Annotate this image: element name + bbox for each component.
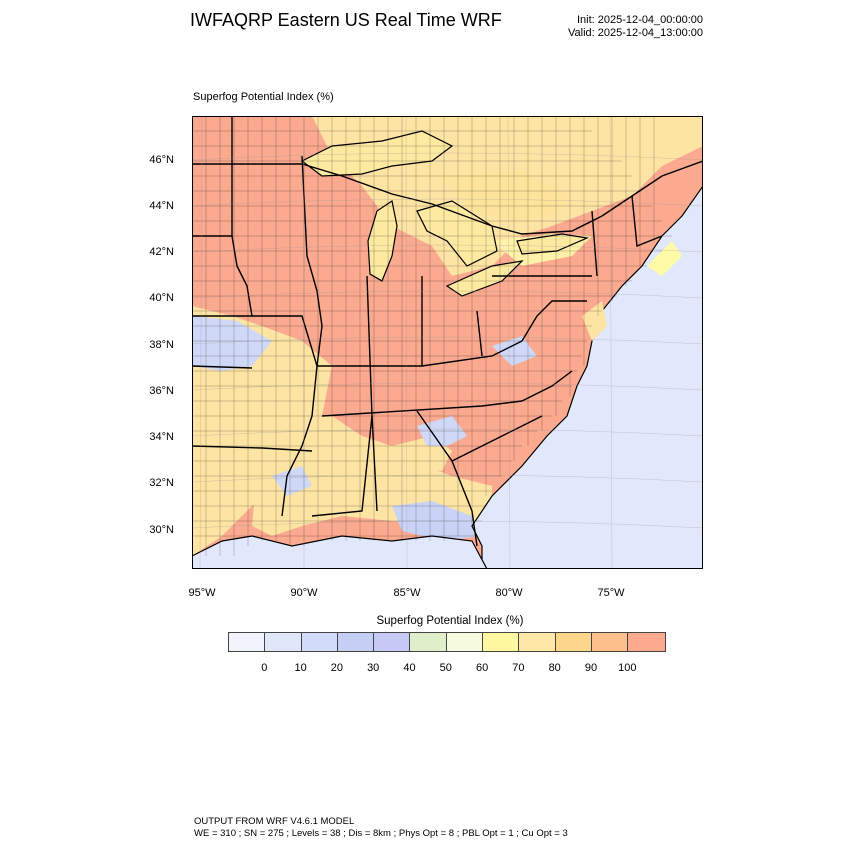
colorbar-tick-label: 70 bbox=[512, 662, 525, 674]
colorbar-tick-label: 50 bbox=[439, 662, 452, 674]
time-info: Init: 2025-12-04_00:00:00 Valid: 2025-12… bbox=[545, 14, 703, 40]
footer-line-1: OUTPUT FROM WRF V4.6.1 MODEL bbox=[194, 816, 355, 827]
colorbar-swatch bbox=[374, 633, 411, 651]
colorbar-tick-label: 20 bbox=[330, 662, 344, 674]
map-frame bbox=[192, 116, 703, 569]
colorbar-tick-label: 90 bbox=[584, 662, 598, 674]
graticule bbox=[192, 116, 703, 569]
lake-huron bbox=[416, 200, 498, 267]
colorbar-tick-label: 40 bbox=[403, 662, 416, 674]
footer-line-2: WE = 310 ; SN = 275 ; Levels = 38 ; Dis … bbox=[194, 828, 568, 839]
colorbar-title: Superfog Potential Index (%) bbox=[376, 615, 524, 627]
colorbar-tick-label: 80 bbox=[548, 662, 561, 674]
lat-label: 42°N bbox=[149, 246, 174, 258]
colorbar-tick-label: 10 bbox=[294, 662, 307, 674]
colorbar-swatch bbox=[555, 633, 592, 651]
colorbar-tick-label: 30 bbox=[367, 662, 380, 674]
colorbar-tick-label: 100 bbox=[618, 662, 637, 674]
gulf-of-mexico bbox=[192, 535, 488, 569]
lake-ontario bbox=[516, 233, 590, 255]
lon-label: 95°W bbox=[188, 587, 216, 599]
colorbar-swatch bbox=[483, 633, 520, 651]
louisiana-low-region bbox=[272, 466, 312, 496]
lat-label: 38°N bbox=[149, 339, 174, 351]
lat-label: 34°N bbox=[149, 431, 174, 443]
virginia-low-region bbox=[492, 336, 537, 366]
lat-label: 40°N bbox=[149, 292, 174, 304]
lat-label: 36°N bbox=[149, 385, 174, 397]
lon-label: 90°W bbox=[290, 587, 318, 599]
atlantic-ocean bbox=[471, 184, 703, 569]
colorbar-swatch bbox=[301, 633, 338, 651]
lon-label: 80°W bbox=[495, 587, 523, 599]
colorbar-swatch bbox=[446, 633, 484, 651]
us-canada-border bbox=[192, 160, 703, 235]
valid-time: Valid: 2025-12-04_13:00:00 bbox=[568, 27, 703, 39]
canada-mid-region-2 bbox=[442, 171, 572, 221]
new-england-coast-region bbox=[647, 241, 682, 276]
colorbar-swatch bbox=[410, 633, 447, 651]
colorbar-swatch bbox=[519, 633, 556, 651]
colorbar-swatch bbox=[628, 633, 665, 651]
map-subtitle: Superfog Potential Index (%) bbox=[193, 91, 334, 103]
plot-title: IWFAQRP Eastern US Real Time WRF bbox=[190, 10, 502, 30]
map-canvas bbox=[192, 116, 703, 569]
lat-label: 30°N bbox=[149, 524, 174, 536]
colorbar-swatch bbox=[591, 633, 629, 651]
colorbar-swatch bbox=[337, 633, 375, 651]
model-footer: OUTPUT FROM WRF V4.6.1 MODEL WE = 310 ; … bbox=[194, 816, 568, 840]
forecast-map bbox=[192, 116, 703, 569]
colorbar-tick-label: 0 bbox=[261, 662, 268, 674]
colorbar bbox=[228, 632, 666, 652]
missouri-low-region bbox=[192, 316, 272, 371]
lat-label: 46°N bbox=[149, 154, 174, 166]
lon-label: 85°W bbox=[393, 587, 421, 599]
colorbar-swatch bbox=[265, 633, 302, 651]
lake-erie bbox=[445, 260, 524, 297]
init-time: Init: 2025-12-04_00:00:00 bbox=[577, 14, 703, 26]
colorbar-swatch bbox=[229, 633, 266, 651]
lat-label: 44°N bbox=[149, 200, 174, 212]
lon-label: 75°W bbox=[597, 587, 625, 599]
lat-label: 32°N bbox=[149, 477, 174, 489]
colorbar-tick-label: 60 bbox=[475, 662, 489, 674]
